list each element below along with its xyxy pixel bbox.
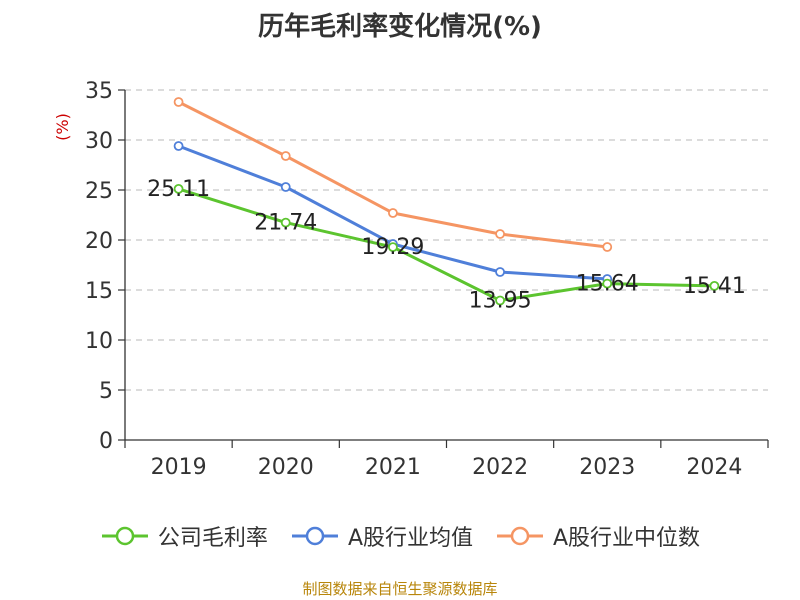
data-point <box>602 278 613 289</box>
data-point <box>388 208 398 218</box>
legend-label: A股行业均值 <box>347 526 473 551</box>
data-point <box>495 267 505 277</box>
chart-title: 历年毛利率变化情况(%) <box>258 12 542 42</box>
series-line <box>178 187 715 302</box>
y-tick-label: 25 <box>85 179 113 204</box>
data-label: 19.29 <box>361 235 424 260</box>
data-label: 13.95 <box>469 289 532 314</box>
legend-item-industry-median[interactable]: A股行业中位数 <box>495 520 700 552</box>
source-note: 制图数据来自恒生聚源数据库 <box>302 580 498 598</box>
y-tick-label: 30 <box>85 129 113 154</box>
legend-label: 公司毛利率 <box>157 526 268 551</box>
x-tick-label: 2023 <box>579 455 635 480</box>
x-tick-label: 2020 <box>258 455 314 480</box>
y-tick-label: 20 <box>85 229 113 254</box>
data-point <box>280 217 291 228</box>
legend-marker-icon <box>497 526 543 546</box>
legend-label: A股行业中位数 <box>553 526 701 551</box>
data-point <box>173 183 184 194</box>
data-point <box>388 242 398 253</box>
x-tick-label: 2021 <box>365 455 421 480</box>
y-tick-label: 15 <box>85 279 113 304</box>
y-tick-label: 5 <box>99 379 113 404</box>
y-tick-label: 0 <box>99 429 113 454</box>
data-label: 21.74 <box>254 211 317 236</box>
legend-item-industry-mean[interactable]: A股行业均值 <box>290 520 473 552</box>
legend-marker-icon <box>101 526 148 546</box>
y-tick-label: 10 <box>85 329 113 354</box>
x-tick-label: 2022 <box>472 455 528 480</box>
x-tick-label: 2019 <box>151 455 207 480</box>
data-point <box>495 229 505 239</box>
legend-item-company[interactable]: 公司毛利率 <box>100 520 268 552</box>
series-line <box>177 100 608 249</box>
legend-marker-icon <box>291 526 338 546</box>
data-point <box>280 182 291 192</box>
data-point <box>709 280 720 291</box>
data-point <box>602 242 613 252</box>
data-label: 15.41 <box>683 274 746 299</box>
data-label: 25.11 <box>147 177 210 202</box>
data-point <box>173 97 184 107</box>
data-point <box>173 141 184 151</box>
data-point <box>280 151 291 161</box>
x-tick-label: 2024 <box>686 455 742 480</box>
y-tick-label: 35 <box>85 79 113 104</box>
data-point <box>495 295 505 306</box>
legend: 公司毛利率 A股行业均值 A股行业中位数 <box>0 520 800 552</box>
y-axis-label: (%) <box>53 113 72 141</box>
data-label: 15.64 <box>576 272 639 297</box>
